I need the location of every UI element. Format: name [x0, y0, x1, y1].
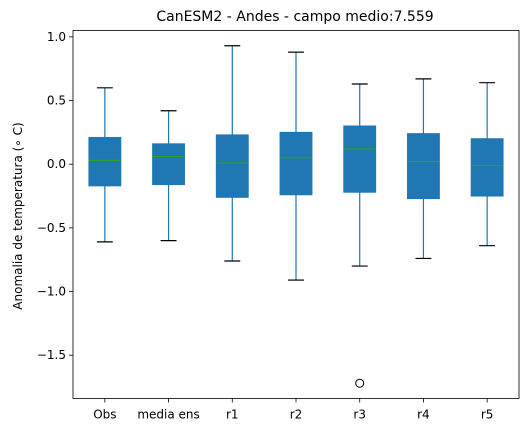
plot-area: 1.0 0.5 0.0 −0.5 −1.0 −1.5 Obs media ens r1 r2 r3 r…: [37, 30, 504, 422]
box-iqr: [215, 134, 249, 198]
y-tick-label: 0.0: [47, 157, 66, 171]
x-tick-label: r5: [481, 408, 494, 422]
x-tick-label: r2: [290, 408, 303, 422]
y-tick-label: 1.0: [47, 30, 66, 44]
y-tick-label: −1.0: [37, 285, 66, 299]
box-iqr: [343, 125, 377, 193]
y-tick-label: −1.5: [37, 348, 66, 362]
x-tick-label: media ens: [137, 408, 199, 422]
x-tick-label: r4: [417, 408, 430, 422]
outlier-point: [355, 378, 365, 388]
y-axis-label-group: Anomalia de temperatura (∘ C): [11, 122, 25, 309]
box-iqr: [470, 138, 504, 197]
chart-title: CanESM2 - Andes - campo medio:7.559: [156, 9, 433, 25]
x-tick-label: r1: [226, 408, 239, 422]
box-iqr: [279, 131, 313, 196]
box-iqr: [407, 133, 440, 200]
y-tick-label: −0.5: [37, 221, 66, 235]
x-tick-label: Obs: [93, 408, 116, 422]
axes-frame: [72, 30, 520, 399]
y-tick-label: 0.5: [47, 94, 66, 108]
box-iqr: [88, 136, 122, 187]
box-iqr: [152, 143, 185, 186]
x-tick-label: r3: [353, 408, 366, 422]
y-axis-label: Anomalia de temperatura (∘ C): [11, 122, 25, 309]
